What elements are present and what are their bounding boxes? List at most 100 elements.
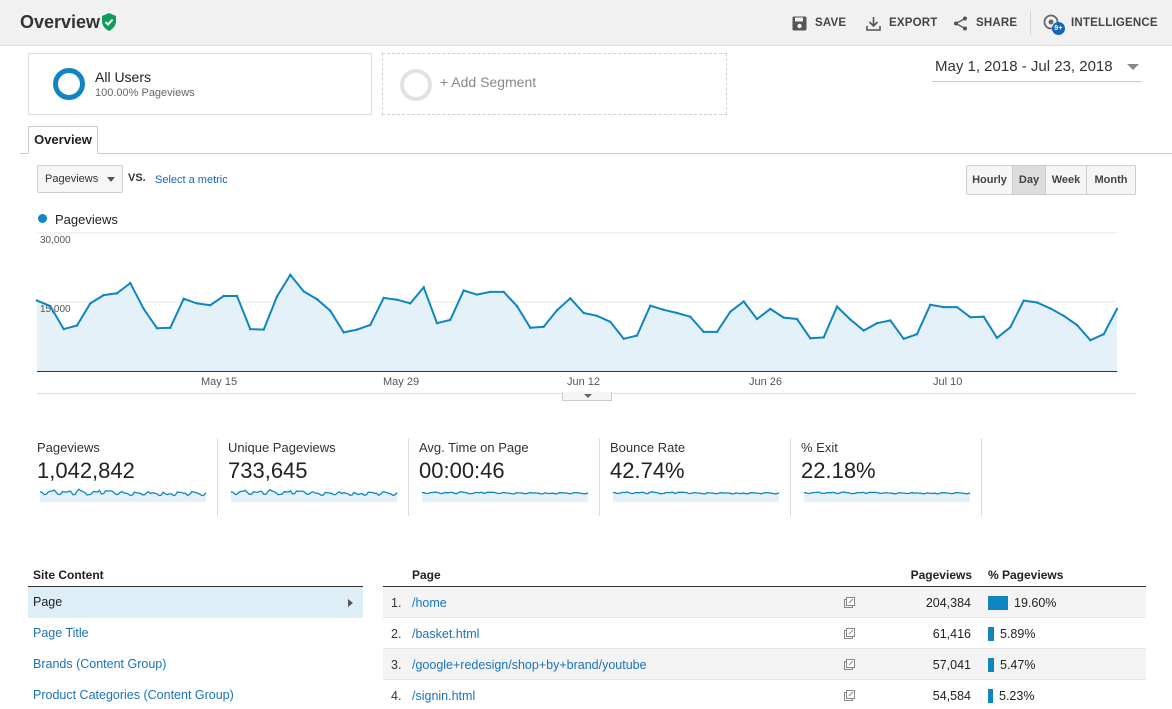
site-content-item-page-title[interactable]: Page Title bbox=[33, 626, 89, 640]
chart-point bbox=[249, 327, 252, 331]
share-bar bbox=[988, 658, 994, 672]
chart-point bbox=[315, 298, 319, 301]
chart-point bbox=[862, 329, 865, 332]
chart-point bbox=[649, 304, 652, 307]
chart-collapse-handle[interactable] bbox=[562, 392, 612, 401]
chart-point bbox=[609, 320, 612, 323]
page-title: Overview bbox=[20, 12, 101, 32]
pageviews-points bbox=[35, 273, 1119, 342]
scorecard-label: Unique Pageviews bbox=[228, 440, 336, 455]
open-external-icon[interactable] bbox=[844, 628, 855, 639]
chart-point bbox=[462, 289, 465, 292]
chart-point bbox=[675, 311, 679, 315]
export-button[interactable]: EXPORT bbox=[866, 14, 938, 32]
chart-point bbox=[115, 292, 119, 295]
column-header-pct-pageviews[interactable]: % Pageviews bbox=[988, 568, 1064, 582]
chart-point bbox=[489, 290, 492, 294]
verified-shield-icon bbox=[102, 13, 116, 31]
chart-point bbox=[329, 309, 332, 312]
chart-point bbox=[582, 311, 585, 315]
open-external-icon[interactable] bbox=[844, 690, 855, 701]
table-row: 2. /basket.html 61,416 5.89% bbox=[383, 618, 1146, 649]
scorecard-label: % Exit bbox=[801, 440, 838, 455]
chart-point bbox=[102, 293, 105, 297]
y-tick-label: 30,000 bbox=[40, 235, 71, 246]
chart-point bbox=[369, 323, 372, 327]
sparkline bbox=[39, 488, 207, 502]
intelligence-badge: 9+ bbox=[1052, 22, 1065, 35]
page-link[interactable]: /basket.html bbox=[412, 627, 480, 641]
sparkline-line bbox=[612, 491, 780, 495]
chart-point bbox=[835, 305, 839, 308]
share-button[interactable]: SHARE bbox=[953, 14, 1017, 32]
row-pageviews: 61,416 bbox=[932, 627, 971, 641]
intelligence-label: INTELLIGENCE bbox=[1071, 17, 1158, 29]
scorecard-divider bbox=[981, 438, 982, 516]
x-tick-label: May 15 bbox=[201, 376, 238, 388]
chart-point bbox=[89, 302, 92, 305]
page-link[interactable]: /google+redesign/shop+by+brand/youtube bbox=[412, 658, 647, 672]
metric-dropdown-label: Pageviews bbox=[45, 173, 99, 185]
granularity-hourly-button[interactable]: Hourly bbox=[967, 166, 1013, 194]
scorecard-divider bbox=[408, 438, 409, 516]
select-metric-link[interactable]: Select a metric bbox=[155, 174, 228, 186]
legend-label: Pageviews bbox=[55, 212, 118, 227]
chart-point bbox=[635, 334, 639, 337]
legend-dot bbox=[38, 214, 47, 223]
chart-point bbox=[302, 290, 305, 293]
chart-point bbox=[1062, 314, 1065, 317]
save-button[interactable]: SAVE bbox=[792, 14, 846, 32]
table-row: 4. /signin.html 54,584 5.23% bbox=[383, 680, 1146, 709]
chart-point bbox=[982, 315, 985, 318]
chart-point bbox=[622, 337, 625, 340]
scorecard-value: 733,645 bbox=[228, 458, 308, 483]
granularity-month-button[interactable]: Month bbox=[1087, 166, 1135, 194]
sparkline-area bbox=[40, 489, 206, 502]
intelligence-button[interactable]: 9+ INTELLIGENCE bbox=[1043, 14, 1158, 35]
chart-point bbox=[422, 286, 425, 289]
row-rank: 4. bbox=[391, 689, 402, 703]
page-link[interactable]: /signin.html bbox=[412, 689, 476, 703]
chart-point bbox=[715, 330, 719, 334]
sparkline-area bbox=[231, 489, 397, 502]
save-label: SAVE bbox=[815, 17, 847, 29]
chevron-down-icon bbox=[1127, 64, 1139, 70]
open-external-icon[interactable] bbox=[844, 659, 855, 670]
sparkline bbox=[230, 488, 398, 502]
scorecard-value: 00:00:46 bbox=[419, 458, 505, 483]
chart-point bbox=[155, 327, 159, 330]
chart-point bbox=[262, 328, 265, 331]
tab-overview[interactable]: Overview bbox=[28, 126, 98, 154]
segment-all-users[interactable]: All Users 100.00% Pageviews bbox=[28, 53, 372, 115]
column-header-pageviews[interactable]: Pageviews bbox=[910, 568, 972, 582]
open-external-icon[interactable] bbox=[844, 597, 855, 608]
site-content-item-brands[interactable]: Brands (Content Group) bbox=[33, 657, 167, 671]
chart-point bbox=[555, 309, 559, 312]
sparkline bbox=[803, 491, 971, 502]
chart-point bbox=[742, 300, 745, 303]
metric-dropdown[interactable]: Pageviews bbox=[37, 165, 123, 193]
site-content-item-page[interactable]: Page bbox=[28, 587, 363, 618]
granularity-week-button[interactable]: Week bbox=[1046, 166, 1087, 194]
pageviews-line bbox=[36, 273, 1118, 342]
granularity-day-button[interactable]: Day bbox=[1013, 166, 1046, 194]
chart-point bbox=[849, 318, 852, 321]
granularity-toggle: Hourly Day Week Month bbox=[966, 165, 1136, 195]
chart-point bbox=[1075, 323, 1079, 327]
chart-point bbox=[529, 326, 532, 329]
save-icon bbox=[792, 16, 807, 30]
scorecard-value: 22.18% bbox=[801, 458, 876, 483]
page-link[interactable]: /home bbox=[412, 596, 447, 610]
chart-point bbox=[809, 337, 812, 340]
chart-point bbox=[769, 307, 772, 311]
column-header-page[interactable]: Page bbox=[412, 568, 441, 582]
sparkline-line bbox=[803, 491, 971, 495]
scorecard-label: Pageviews bbox=[37, 440, 100, 455]
chart-point bbox=[889, 319, 892, 322]
chart-point bbox=[75, 324, 79, 327]
date-range-picker[interactable]: May 1, 2018 - Jul 23, 2018 bbox=[932, 58, 1142, 82]
chart-point bbox=[1009, 326, 1012, 329]
scorecard-label: Avg. Time on Page bbox=[419, 440, 529, 455]
add-segment-button[interactable]: + Add Segment bbox=[382, 53, 727, 115]
site-content-item-product-categories[interactable]: Product Categories (Content Group) bbox=[33, 688, 234, 702]
